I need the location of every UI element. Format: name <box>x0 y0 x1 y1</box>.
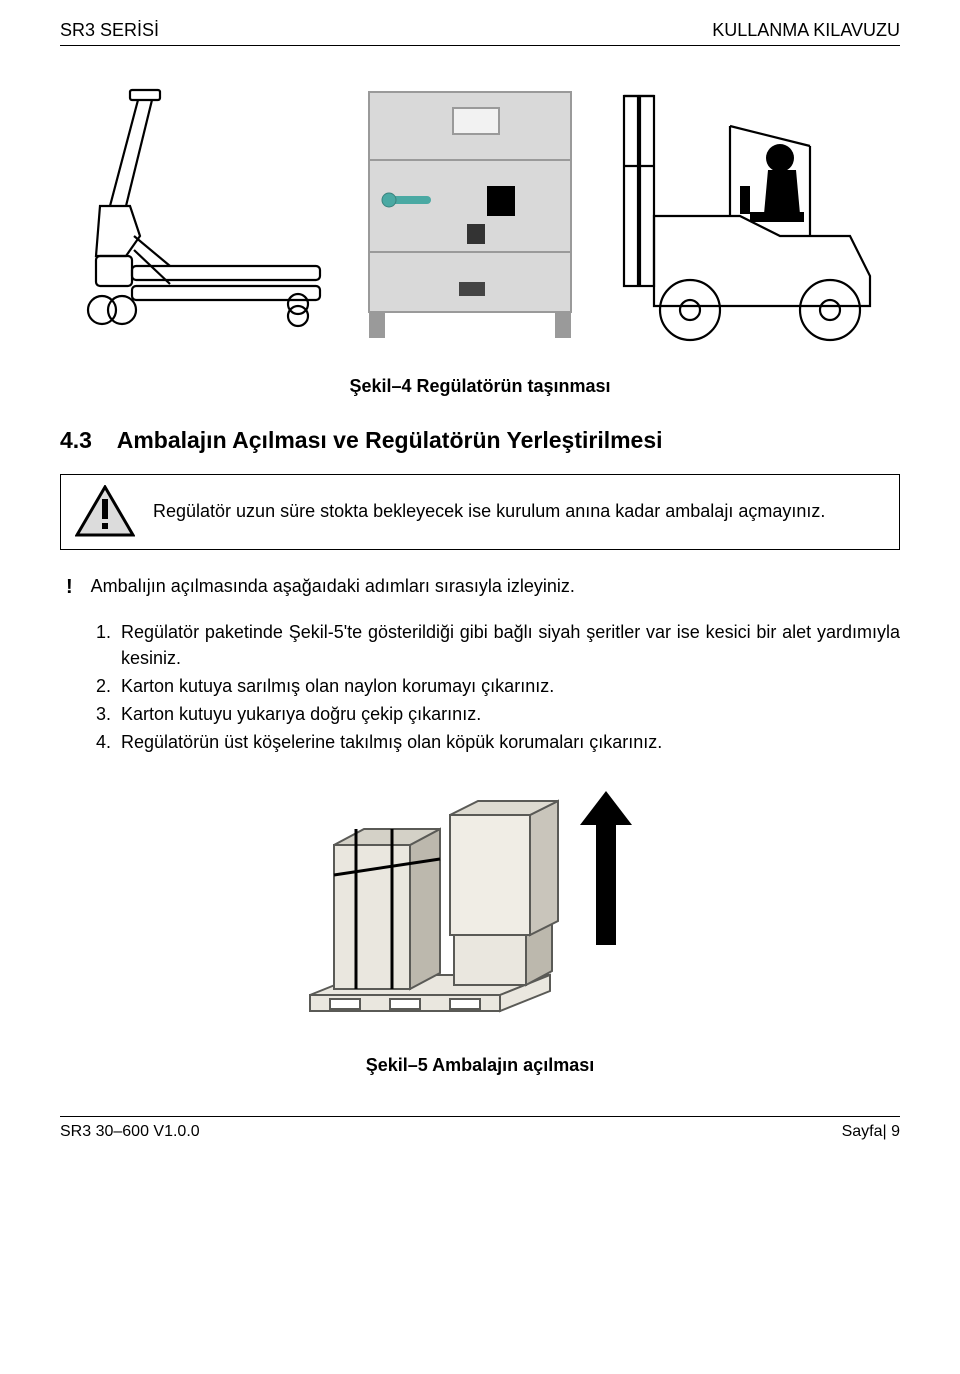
pallet-jack-icon <box>60 86 330 346</box>
section-heading: Ambalajın Açılması ve Regülatörün Yerleş… <box>117 427 663 453</box>
step-text: Karton kutuyu yukarıya doğru çekip çıkar… <box>121 701 900 727</box>
page-header: SR3 SERİSİ KULLANMA KILAVUZU <box>60 20 900 41</box>
steps-list: 1. Regülatör paketinde Şekil-5'te göster… <box>96 619 900 755</box>
list-item: 1. Regülatör paketinde Şekil-5'te göster… <box>96 619 900 671</box>
warning-triangle-icon <box>75 485 135 539</box>
step-number: 2. <box>96 673 111 699</box>
list-item: 4. Regülatörün üst köşelerine takılmış o… <box>96 729 900 755</box>
step-text: Regülatör paketinde Şekil-5'te gösterild… <box>121 619 900 671</box>
page-footer: SR3 30–600 V1.0.0 Sayfa| 9 <box>60 1116 900 1141</box>
warning-text: Regülatör uzun süre stokta bekleyecek is… <box>153 499 825 524</box>
forklift-icon <box>610 86 900 346</box>
header-right: KULLANMA KILAVUZU <box>712 20 900 41</box>
step-number: 1. <box>96 619 111 671</box>
footer-right: Sayfa| 9 <box>842 1123 900 1141</box>
section-title: 4.3 Ambalajın Açılması ve Regülatörün Ye… <box>60 427 900 454</box>
instruction-lead-text: Ambalıjın açılmasında aşağaıdaki adımlar… <box>91 576 575 597</box>
step-number: 4. <box>96 729 111 755</box>
step-text: Regülatörün üst köşelerine takılmış olan… <box>121 729 900 755</box>
footer-left: SR3 30–600 V1.0.0 <box>60 1123 200 1141</box>
regulator-cabinet-icon <box>355 86 585 346</box>
warning-box: Regülatör uzun süre stokta bekleyecek is… <box>60 474 900 550</box>
figure5-caption: Şekil–5 Ambalajın açılması <box>60 1055 900 1076</box>
header-left: SR3 SERİSİ <box>60 20 159 41</box>
instruction-lead: ! Ambalıjın açılmasında aşağaıdaki adıml… <box>60 576 900 599</box>
section-number: 4.3 <box>60 427 92 453</box>
list-item: 2. Karton kutuya sarılmış olan naylon ko… <box>96 673 900 699</box>
figure4-diagrams <box>60 66 900 346</box>
exclamation-icon: ! <box>66 576 73 599</box>
header-rule <box>60 45 900 46</box>
list-item: 3. Karton kutuyu yukarıya doğru çekip çı… <box>96 701 900 727</box>
step-text: Karton kutuya sarılmış olan naylon korum… <box>121 673 900 699</box>
figure5-diagram <box>60 785 900 1035</box>
figure4-caption: Şekil–4 Regülatörün taşınması <box>60 376 900 397</box>
step-number: 3. <box>96 701 111 727</box>
